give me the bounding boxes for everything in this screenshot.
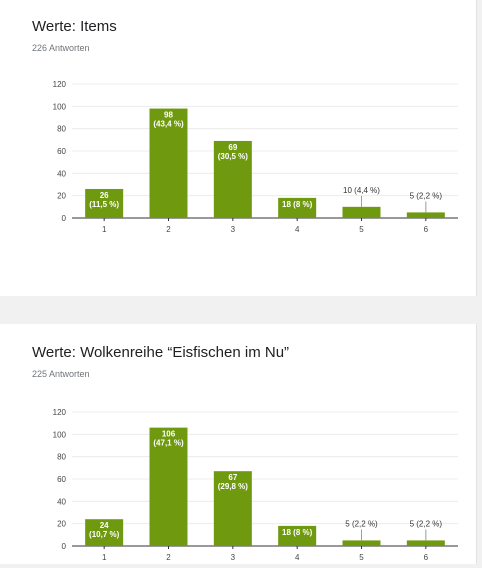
bar	[278, 525, 317, 546]
question-card-wolkenreihe: Werte: Wolkenreihe “Eisfischen im Nu” 22…	[0, 324, 477, 564]
bar	[342, 540, 381, 546]
bar	[213, 471, 252, 546]
data-label: 24	[100, 521, 109, 530]
x-tick-label: 5	[359, 553, 364, 562]
bar-chart-wolkenreihe: 0 20 40 60 80 100 120 1 24(10,7 %) 2 106(47,1 %) 3 6…	[53, 408, 458, 562]
question-title: Werte: Wolkenreihe “Eisfischen im Nu”	[32, 344, 290, 361]
x-tick-label: 3	[231, 225, 236, 234]
bar	[149, 427, 188, 546]
x-tick-label: 1	[102, 553, 107, 562]
x-tick-label: 6	[424, 225, 429, 234]
data-label: (43,4 %)	[153, 120, 184, 129]
bar	[85, 519, 124, 546]
bar	[85, 188, 124, 218]
x-tick-label: 2	[166, 225, 171, 234]
data-label: 5 (2,2 %)	[410, 191, 443, 200]
x-tick-label: 4	[295, 553, 300, 562]
bar	[278, 197, 317, 218]
x-tick-label: 4	[295, 225, 300, 234]
data-label: 98	[164, 111, 173, 120]
x-tick-label: 1	[102, 225, 107, 234]
data-label: (10,7 %)	[89, 530, 120, 539]
x-tick-label: 5	[359, 225, 364, 234]
y-tick-label: 80	[57, 125, 66, 134]
data-label: 5 (2,2 %)	[345, 519, 378, 528]
data-label: 18 (8 %)	[282, 200, 313, 209]
bar-chart-items: 0 20 40 60 80 100 120 1 26(11,5 %) 2 98(43,4 %) 3 69…	[53, 80, 458, 234]
question-title: Werte: Items	[32, 18, 117, 35]
y-tick-label: 100	[53, 102, 67, 111]
data-label: 69	[228, 143, 237, 152]
y-tick-label: 120	[53, 408, 67, 417]
response-count: 226 Antworten	[32, 43, 90, 53]
bar	[213, 140, 252, 218]
y-tick-label: 0	[62, 214, 67, 223]
y-tick-label: 120	[53, 80, 67, 89]
y-tick-label: 20	[57, 192, 66, 201]
data-label: (30,5 %)	[218, 152, 249, 161]
data-label: 5 (2,2 %)	[410, 519, 443, 528]
data-label: (47,1 %)	[153, 439, 184, 448]
data-label: (29,8 %)	[218, 482, 249, 491]
data-label: 10 (4,4 %)	[343, 186, 380, 195]
data-label: 26	[100, 191, 109, 200]
data-label: 67	[228, 473, 237, 482]
y-tick-label: 60	[57, 147, 66, 156]
data-label: (11,5 %)	[89, 200, 119, 209]
bar	[342, 206, 381, 218]
x-tick-label: 6	[424, 553, 429, 562]
x-tick-label: 3	[231, 553, 236, 562]
y-tick-label: 0	[62, 542, 67, 551]
y-tick-label: 40	[57, 169, 66, 178]
y-tick-label: 80	[57, 453, 66, 462]
y-tick-label: 60	[57, 475, 66, 484]
bar	[149, 108, 188, 218]
question-card-items: Werte: Items 226 Antworten 0 20 40 60 80 100 1…	[0, 0, 477, 296]
data-label: 106	[162, 430, 176, 439]
response-count: 225 Antworten	[32, 369, 90, 379]
data-label: 18 (8 %)	[282, 528, 313, 537]
y-tick-label: 100	[53, 430, 67, 439]
bar	[406, 540, 445, 546]
y-tick-label: 40	[57, 497, 66, 506]
bar	[406, 212, 445, 218]
x-tick-label: 2	[166, 553, 171, 562]
y-tick-label: 20	[57, 520, 66, 529]
card-separator	[0, 296, 476, 324]
